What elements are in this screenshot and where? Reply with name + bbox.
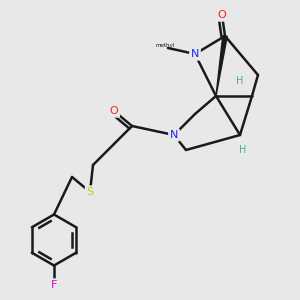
Text: F: F xyxy=(51,280,57,290)
Text: O: O xyxy=(218,10,226,20)
Text: H: H xyxy=(239,145,247,155)
Text: S: S xyxy=(86,187,94,197)
Text: N: N xyxy=(170,130,178,140)
Text: O: O xyxy=(110,106,118,116)
Text: N: N xyxy=(191,49,199,59)
Polygon shape xyxy=(216,36,227,96)
Text: H: H xyxy=(236,76,244,86)
Text: methyl: methyl xyxy=(155,43,175,47)
